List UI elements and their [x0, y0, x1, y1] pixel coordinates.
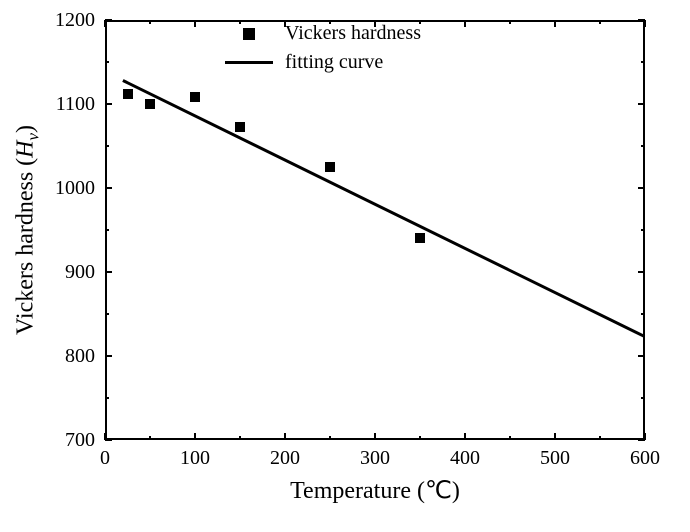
x-minor-tick-top: [149, 20, 151, 24]
y-minor-tick-right: [641, 145, 645, 147]
data-point: [235, 122, 245, 132]
x-tick-label: 0: [100, 448, 110, 468]
y-minor-tick-right: [641, 313, 645, 315]
legend-label-fit: fitting curve: [285, 51, 383, 74]
x-minor-tick: [329, 436, 331, 440]
x-tick: [554, 433, 556, 440]
y-minor-tick: [105, 61, 109, 63]
x-minor-tick-top: [419, 20, 421, 24]
x-tick-top: [284, 20, 286, 27]
y-tick: [105, 187, 112, 189]
x-minor-tick-top: [239, 20, 241, 24]
x-minor-tick: [599, 436, 601, 440]
y-minor-tick-right: [641, 397, 645, 399]
y-tick-label: 1100: [56, 94, 95, 114]
y-tick-right: [638, 19, 645, 21]
x-minor-tick: [419, 436, 421, 440]
data-point: [415, 233, 425, 243]
x-minor-tick-top: [329, 20, 331, 24]
x-tick-top: [374, 20, 376, 27]
x-tick-top: [554, 20, 556, 27]
x-minor-tick: [149, 436, 151, 440]
y-tick: [105, 439, 112, 441]
square-marker-icon: [243, 28, 255, 40]
y-tick-label: 800: [65, 346, 95, 366]
x-minor-tick-top: [509, 20, 511, 24]
data-point: [190, 92, 200, 102]
x-tick-label: 100: [180, 448, 210, 468]
y-tick-right: [638, 187, 645, 189]
y-tick-right: [638, 439, 645, 441]
x-axis-label: Temperature (℃): [290, 476, 460, 505]
line-icon: [225, 61, 273, 64]
plot-area: [105, 20, 645, 440]
chart-container: Vickers hardness fitting curve Temperatu…: [0, 0, 690, 532]
y-tick: [105, 271, 112, 273]
legend-label-points: Vickers hardness: [285, 22, 421, 45]
y-minor-tick: [105, 145, 109, 147]
y-tick-right: [638, 355, 645, 357]
data-point: [123, 89, 133, 99]
y-tick: [105, 355, 112, 357]
y-minor-tick-right: [641, 61, 645, 63]
x-tick: [194, 433, 196, 440]
legend-item-fit: fitting curve: [225, 51, 421, 74]
x-minor-tick-top: [599, 20, 601, 24]
x-minor-tick: [239, 436, 241, 440]
y-tick-right: [638, 271, 645, 273]
y-tick-right: [638, 103, 645, 105]
x-tick-label: 500: [540, 448, 570, 468]
y-tick-label: 1000: [55, 178, 95, 198]
x-tick-label: 600: [630, 448, 660, 468]
y-tick-label: 900: [65, 262, 95, 282]
x-tick-label: 400: [450, 448, 480, 468]
legend-item-points: Vickers hardness: [225, 22, 421, 45]
x-tick-top: [644, 20, 646, 27]
x-tick-top: [194, 20, 196, 27]
x-tick-label: 300: [360, 448, 390, 468]
y-tick-label: 700: [65, 430, 95, 450]
legend: Vickers hardness fitting curve: [225, 22, 421, 80]
x-tick: [284, 433, 286, 440]
y-minor-tick: [105, 229, 109, 231]
x-tick: [464, 433, 466, 440]
y-tick: [105, 19, 112, 21]
y-axis-label: Vickers hardness (Hv): [13, 125, 44, 335]
x-tick-label: 200: [270, 448, 300, 468]
data-point: [145, 99, 155, 109]
y-minor-tick: [105, 313, 109, 315]
x-tick: [374, 433, 376, 440]
x-minor-tick: [509, 436, 511, 440]
data-point: [325, 162, 335, 172]
x-tick-top: [104, 20, 106, 27]
y-tick-label: 1200: [55, 10, 95, 30]
y-minor-tick-right: [641, 229, 645, 231]
y-tick: [105, 103, 112, 105]
x-tick-top: [464, 20, 466, 27]
y-minor-tick: [105, 397, 109, 399]
